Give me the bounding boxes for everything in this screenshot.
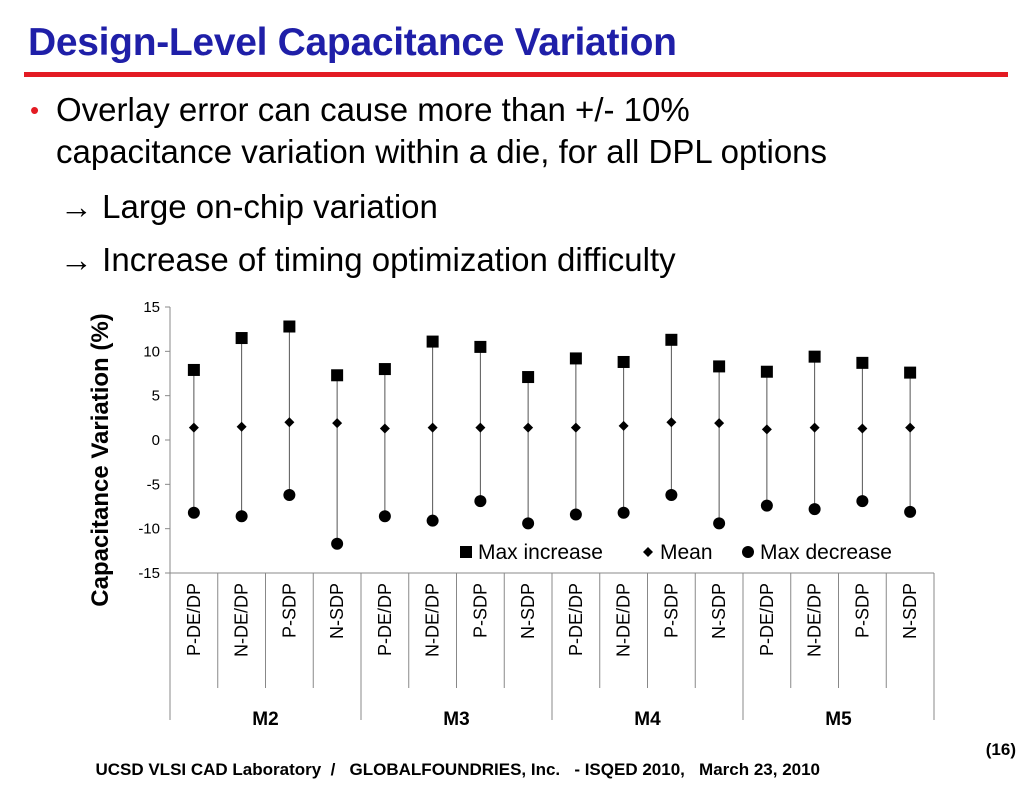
point-max-increase <box>665 333 678 346</box>
point-max-decrease <box>569 508 582 521</box>
group-label-m5: M5 <box>825 709 852 730</box>
page-number: (16) <box>985 740 1016 759</box>
point-mean <box>809 422 820 433</box>
point-mean <box>570 422 581 433</box>
category-label: P-SDP <box>661 583 681 638</box>
y-tick-label: 0 <box>152 432 160 449</box>
sub-point-1: → Large on-chip variation <box>60 187 438 227</box>
point-mean <box>284 417 295 428</box>
point-mean <box>379 423 390 434</box>
point-mean <box>857 423 868 434</box>
point-max-increase <box>617 355 630 368</box>
category-label: P-SDP <box>279 583 299 638</box>
point-max-decrease <box>283 488 296 501</box>
point-mean <box>666 417 677 428</box>
category-label: P-SDP <box>852 583 872 638</box>
point-max-increase <box>808 350 821 363</box>
point-mean <box>618 420 629 431</box>
footer-text: UCSD VLSI CAD Laboratory / GLOBALFOUNDRI… <box>95 760 821 779</box>
point-max-decrease <box>522 517 535 530</box>
arrow-right-icon: → <box>60 188 93 225</box>
legend-marker-max-decrease <box>742 546 754 558</box>
bullet-dot-icon: • <box>30 95 40 125</box>
y-tick-label: -15 <box>138 565 160 582</box>
legend-marker-mean <box>643 547 653 557</box>
category-label: N-SDP <box>709 583 729 639</box>
point-max-decrease <box>760 499 773 512</box>
point-max-decrease <box>808 503 821 516</box>
point-max-decrease <box>331 537 344 550</box>
point-max-decrease <box>713 517 726 530</box>
point-max-increase <box>474 340 487 353</box>
y-tick-label: 15 <box>143 299 160 316</box>
category-label: P-DE/DP <box>566 583 586 656</box>
category-label: N-DE/DP <box>232 583 252 657</box>
point-max-increase <box>331 369 344 382</box>
legend-label-mean: Mean <box>660 541 713 564</box>
arrow-right-icon: → <box>60 241 93 278</box>
point-max-increase <box>378 363 391 376</box>
category-label: N-DE/DP <box>423 583 443 657</box>
point-mean <box>761 424 772 435</box>
capacitance-chart: 15 10 5 0 -5 -10 -15 Capacitance Variation (%) P… <box>87 299 935 730</box>
point-max-increase <box>426 335 439 348</box>
point-max-increase <box>569 352 582 365</box>
y-tick-label: 5 <box>152 388 160 405</box>
group-label-m4: M4 <box>634 709 661 730</box>
sub-point-1-text: Large on-chip variation <box>102 188 438 225</box>
point-max-decrease <box>378 510 391 523</box>
bullet-text-line1: Overlay error can cause more than +/- 10… <box>56 91 690 128</box>
point-max-increase <box>283 320 296 333</box>
category-label: N-SDP <box>327 583 347 639</box>
footer: UCSD VLSI CAD Laboratory / GLOBALFOUNDRI… <box>86 740 1016 800</box>
point-mean <box>427 422 438 433</box>
category-label: P-DE/DP <box>757 583 777 656</box>
y-tick-label: -5 <box>147 476 160 493</box>
point-max-decrease <box>426 514 439 527</box>
point-mean <box>523 422 534 433</box>
point-max-increase <box>856 356 869 369</box>
category-label: N-DE/DP <box>614 583 634 657</box>
point-max-decrease <box>904 505 917 518</box>
category-label: P-DE/DP <box>375 583 395 656</box>
point-max-decrease <box>187 506 200 519</box>
point-mean <box>714 418 725 429</box>
sub-point-2: → Increase of timing optimization diffic… <box>60 240 676 280</box>
point-max-decrease <box>617 506 630 519</box>
y-tick-label: 10 <box>143 343 160 360</box>
title-rule <box>24 72 1008 77</box>
legend-label-max-decrease: Max decrease <box>760 541 892 564</box>
point-mean <box>332 418 343 429</box>
category-label: N-SDP <box>900 583 920 639</box>
category-label: N-DE/DP <box>805 583 825 657</box>
point-max-increase <box>235 332 248 345</box>
point-max-increase <box>713 360 726 373</box>
point-max-increase <box>760 365 773 378</box>
legend-marker-max-increase <box>460 546 472 558</box>
point-mean <box>475 422 486 433</box>
bullet-text-line2: capacitance variation within a die, for … <box>56 133 828 170</box>
group-label-m3: M3 <box>443 709 469 730</box>
category-label: N-SDP <box>518 583 538 639</box>
point-mean <box>905 422 916 433</box>
group-label-m2: M2 <box>252 709 278 730</box>
point-max-decrease <box>235 510 248 523</box>
point-max-decrease <box>474 495 487 508</box>
point-max-increase <box>187 363 200 376</box>
category-label: P-SDP <box>470 583 490 638</box>
point-mean <box>188 422 199 433</box>
category-label: P-DE/DP <box>184 583 204 656</box>
sub-point-2-text: Increase of timing optimization difficul… <box>102 241 676 278</box>
point-max-decrease <box>856 495 869 508</box>
point-mean <box>236 421 247 432</box>
y-tick-label: -10 <box>138 521 160 538</box>
y-axis-label: Capacitance Variation (%) <box>87 313 114 606</box>
point-max-decrease <box>665 488 678 501</box>
slide-title: Design-Level Capacitance Variation <box>28 21 677 64</box>
point-max-increase <box>522 371 535 384</box>
legend-label-max-increase: Max increase <box>478 541 603 564</box>
point-max-increase <box>904 366 917 379</box>
